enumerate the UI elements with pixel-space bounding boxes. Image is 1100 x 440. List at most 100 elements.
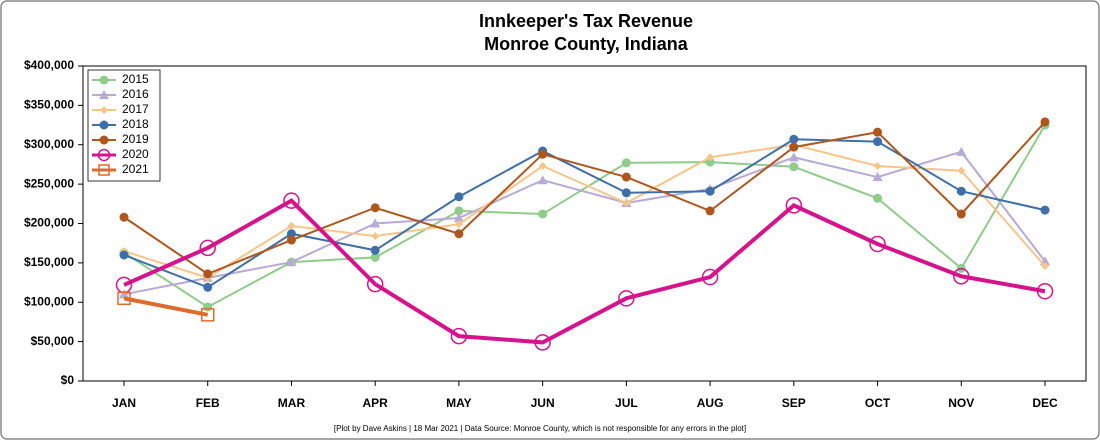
marker	[200, 308, 215, 322]
legend-label: 2017	[122, 102, 149, 116]
marker	[1040, 205, 1050, 215]
legend-marker	[100, 106, 108, 114]
marker	[618, 290, 635, 307]
y-tick-label: $300,000	[24, 137, 74, 151]
y-tick-label: $250,000	[24, 176, 74, 190]
x-tick-label: JUL	[615, 396, 638, 410]
marker	[789, 162, 799, 172]
legend-label: 2016	[122, 87, 149, 101]
marker	[1041, 262, 1049, 271]
marker	[370, 245, 380, 255]
marker	[621, 158, 631, 168]
marker	[119, 289, 129, 299]
marker	[199, 239, 216, 257]
legend-label: 2021	[122, 162, 149, 176]
x-tick-label: MAR	[278, 396, 306, 410]
marker	[454, 206, 464, 216]
legend-marker	[99, 120, 109, 130]
legend-label: 2015	[122, 72, 149, 86]
legend-marker	[99, 75, 109, 85]
series	[119, 134, 1050, 292]
marker	[956, 146, 967, 156]
x-tick-label: FEB	[196, 396, 220, 410]
y-tick-label: $350,000	[24, 98, 74, 112]
legend-marker	[99, 90, 109, 99]
chart-subtitle: Monroe County, Indiana	[484, 34, 689, 54]
marker	[538, 149, 548, 159]
series-line	[123, 150, 1046, 296]
marker	[371, 232, 380, 241]
marker	[534, 334, 551, 351]
marker	[869, 235, 886, 253]
x-tick-label: MAY	[446, 396, 472, 410]
y-tick-label: $0	[61, 373, 75, 387]
marker	[370, 252, 380, 262]
series-line	[123, 198, 1046, 345]
y-tick-label: $50,000	[31, 334, 75, 348]
marker	[286, 235, 296, 245]
marker	[873, 127, 883, 137]
footnote: [Plot by Dave Askins | 18 Mar 2021 | Dat…	[334, 424, 746, 433]
series	[119, 117, 1050, 279]
marker	[872, 172, 883, 182]
legend-label: 2019	[122, 132, 149, 146]
marker	[453, 212, 464, 222]
marker	[956, 186, 966, 196]
marker	[119, 250, 129, 260]
series-line	[123, 124, 1046, 309]
y-tick-label: $200,000	[24, 216, 74, 230]
marker	[286, 229, 296, 239]
marker	[1036, 282, 1054, 300]
x-tick-label: OCT	[865, 396, 891, 410]
marker	[538, 162, 547, 171]
marker	[454, 220, 463, 229]
x-tick-label: JUN	[531, 396, 555, 410]
series-line	[123, 296, 209, 317]
marker	[705, 186, 715, 196]
chart-title: Innkeeper's Tax Revenue	[479, 11, 693, 31]
marker	[370, 203, 380, 213]
marker	[705, 206, 715, 216]
y-tick-label: $400,000	[24, 58, 74, 72]
marker	[789, 142, 799, 152]
marker	[873, 162, 882, 171]
series-line	[123, 121, 1046, 276]
marker	[454, 229, 464, 239]
marker	[1040, 117, 1050, 127]
legend-marker	[97, 148, 111, 162]
series-line	[123, 143, 1046, 279]
marker	[203, 302, 213, 312]
marker	[537, 175, 548, 185]
marker	[287, 221, 296, 230]
marker	[953, 268, 970, 285]
marker	[283, 192, 300, 209]
marker	[701, 268, 719, 286]
x-tick-label: SEP	[782, 396, 806, 410]
series-line	[123, 138, 1046, 289]
marker	[286, 257, 297, 267]
marker	[873, 137, 883, 147]
marker	[621, 188, 631, 198]
x-tick-label: DEC	[1032, 396, 1058, 410]
marker	[203, 282, 213, 292]
y-tick-label: $100,000	[24, 294, 74, 308]
marker	[706, 153, 715, 162]
marker	[203, 269, 213, 279]
legend-marker	[99, 135, 109, 145]
marker	[788, 152, 799, 162]
marker	[366, 275, 384, 293]
legend-label: 2020	[122, 147, 149, 161]
marker	[957, 166, 966, 175]
x-tick-label: APR	[363, 396, 389, 410]
marker	[538, 209, 548, 219]
x-tick-label: JAN	[112, 396, 136, 410]
marker	[956, 209, 966, 219]
series	[115, 192, 1054, 351]
legend-label: 2018	[122, 117, 149, 131]
x-tick-label: NOV	[948, 396, 974, 410]
y-tick-label: $150,000	[24, 255, 74, 269]
marker	[450, 327, 468, 345]
marker	[705, 157, 715, 167]
series	[117, 291, 215, 322]
